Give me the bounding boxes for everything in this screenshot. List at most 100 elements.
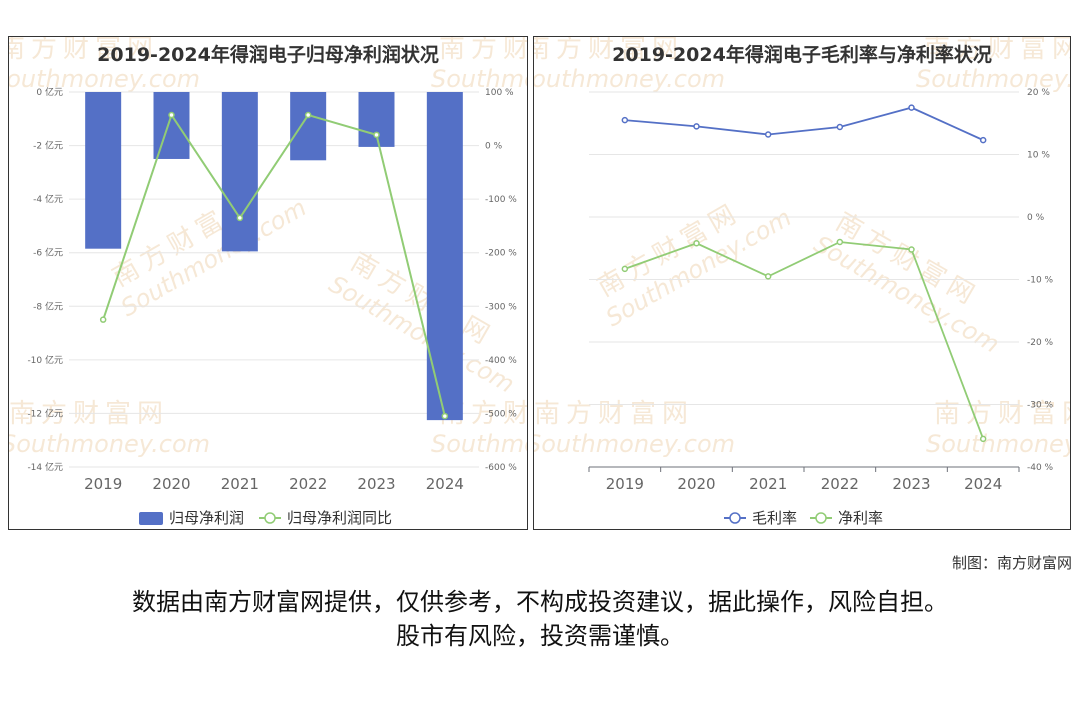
left-chart-panel: 2019-2024年得润电子归母净利润状况 南方财富网 Southmoney.co… [8, 36, 528, 530]
y-right-tick-label: 100 % [485, 88, 514, 98]
legend-line-marker-dot [815, 512, 827, 524]
watermark-text-en: Southmoney.com [534, 430, 735, 458]
series-line [624, 241, 985, 440]
left-chart-svg: 南方财富网Southmoney.com南方财富网Southmoney.com南方… [9, 37, 528, 527]
line-point [621, 116, 629, 124]
line-point [979, 136, 987, 144]
y-right-tick-label: -500 % [485, 409, 517, 419]
watermark-text-en: Southmoney.com [534, 65, 725, 93]
disclaimer-line-1: 数据由南方财富网提供，仅供参考，不构成投资建议，据此操作，风险自担。 [132, 588, 948, 616]
series-line [102, 112, 446, 417]
line-point [836, 123, 844, 131]
x-tick-label: 2019 [606, 475, 644, 493]
watermark-text-cn: 南方财富网 [9, 37, 159, 64]
watermark-text-en: Southmoney.com [916, 65, 1071, 93]
bar [153, 92, 190, 159]
y-right-tick-label: -10 % [1027, 276, 1054, 286]
watermark-text-en: Southmoney.com [431, 65, 528, 93]
y-left-tick-label: -12 亿元 [27, 407, 63, 419]
y-right-tick-label: -200 % [485, 249, 517, 259]
y-right-tick-label: 20 % [1027, 88, 1050, 98]
watermark-text-cn: 南方财富网 [534, 399, 694, 429]
watermark-text-en: Southmoney.com [431, 430, 528, 458]
line-point [764, 131, 772, 138]
y-left-tick-label: -10 亿元 [27, 354, 63, 366]
bar [85, 92, 122, 249]
x-tick-label: 2021 [221, 475, 259, 493]
x-tick-label: 2019 [84, 475, 122, 493]
chart-credit: 制图：南方财富网 [951, 554, 1072, 572]
y-right-tick-label: -300 % [485, 302, 517, 312]
y-left-tick-label: -8 亿元 [33, 300, 63, 312]
y-left-tick-label: -2 亿元 [33, 140, 63, 152]
x-tick-label: 2022 [821, 475, 859, 493]
x-tick-label: 2020 [677, 475, 715, 493]
legend-line-marker-dot [729, 512, 741, 524]
y-left-tick-label: -14 亿元 [27, 461, 63, 473]
y-right-tick-label: -400 % [485, 356, 517, 366]
x-tick-label: 2022 [289, 475, 327, 493]
line-point [441, 412, 449, 420]
y-right-tick-label: 0 % [1027, 213, 1045, 223]
line-point [836, 238, 844, 246]
watermark-text-cn: 南方财富网 [924, 37, 1071, 64]
y-right-tick-label: -600 % [485, 463, 517, 473]
x-tick-label: 2024 [964, 475, 1002, 493]
line-point [373, 131, 380, 139]
x-tick-label: 2023 [357, 475, 395, 493]
line-point [99, 316, 107, 323]
y-right-tick-label: -40 % [1027, 463, 1054, 473]
x-tick-label: 2023 [892, 475, 930, 493]
bar [221, 92, 258, 252]
watermark-text-en: Southmoney.com [9, 430, 210, 458]
watermark-text-en: Southmoney.com [9, 65, 200, 93]
legend-label: 净利率 [838, 509, 883, 527]
line-point [908, 104, 915, 111]
line-point [693, 240, 700, 247]
line-point [908, 246, 915, 253]
right-chart-svg: 南方财富网Southmoney.com南方财富网Southmoney.com南方… [534, 37, 1071, 527]
right-chart-panel: 2019-2024年得润电子毛利率与净利率状况 南方财富网 Southmoney.… [533, 36, 1071, 530]
left-chart-title: 2019-2024年得润电子归母净利润状况 [97, 44, 439, 66]
legend-line-marker-dot [264, 512, 276, 524]
right-chart-title: 2019-2024年得润电子毛利率与净利率状况 [612, 44, 992, 66]
series-line [624, 106, 984, 141]
line-point [236, 214, 244, 222]
watermark-text-cn: 南方财富网 [534, 37, 684, 64]
y-left-tick-label: 0 亿元 [36, 86, 63, 98]
disclaimer-line-2: 股市有风险，投资需谨慎。 [396, 622, 684, 650]
legend-label: 毛利率 [752, 509, 797, 527]
x-tick-label: 2020 [152, 475, 190, 493]
y-left-tick-label: -4 亿元 [33, 193, 63, 205]
line-point [304, 111, 312, 119]
y-right-tick-label: 10 % [1027, 151, 1050, 161]
y-right-tick-label: 0 % [485, 142, 503, 152]
bar [290, 92, 327, 161]
bar [426, 92, 463, 421]
y-right-tick-label: -100 % [485, 195, 517, 205]
y-right-tick-label: -20 % [1027, 338, 1054, 348]
line-point [979, 435, 987, 443]
watermark-text-cn: 南方财富网 [439, 37, 528, 64]
line-point [693, 123, 700, 130]
x-tick-label: 2024 [426, 475, 464, 493]
legend-label: 归母净利润 [169, 509, 244, 527]
line-point [764, 273, 772, 280]
y-right-tick-label: -30 % [1027, 401, 1054, 411]
legend-label: 归母净利润同比 [287, 509, 392, 527]
line-point [621, 265, 629, 273]
legend-bar-marker [139, 512, 163, 525]
watermark-text-cn: 南方财富网 [9, 399, 169, 429]
x-tick-label: 2021 [749, 475, 787, 493]
line-point [168, 111, 175, 119]
watermark-text-en: Southmoney.com [926, 430, 1071, 458]
